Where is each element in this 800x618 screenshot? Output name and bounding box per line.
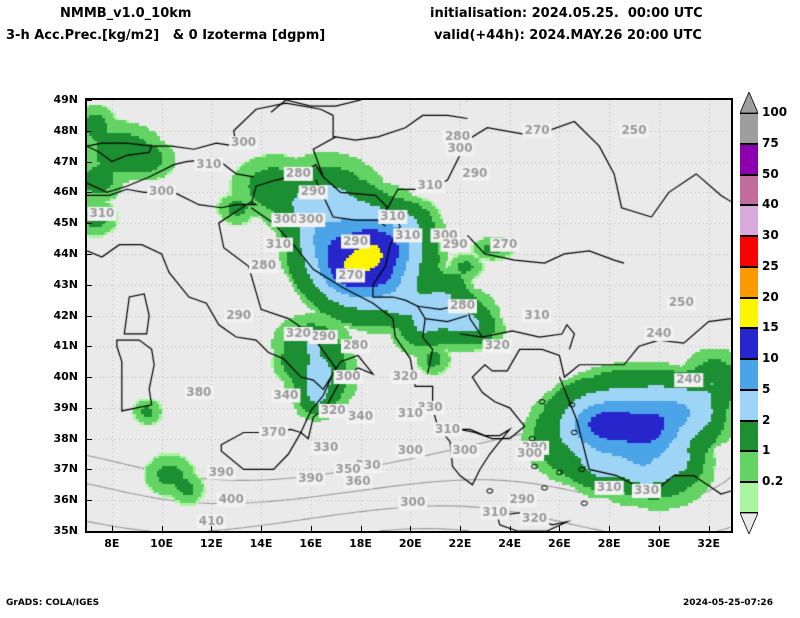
lon-tick <box>111 526 113 531</box>
lat-tick-label: 37N <box>53 462 78 476</box>
lon-tick <box>211 526 213 531</box>
colorbar-under-arrow-icon <box>740 513 758 534</box>
colorbar-band <box>740 205 758 237</box>
initialisation-time: initialisation: 2024.05.25. 00:00 UTC <box>430 6 703 21</box>
lon-tick <box>559 526 561 531</box>
lat-tick-label: 48N <box>53 123 78 137</box>
lat-tick-label: 36N <box>53 493 78 507</box>
lat-tick <box>87 130 92 132</box>
lon-tick <box>609 526 611 531</box>
colorbar-band <box>740 359 758 390</box>
weather-map-canvas <box>87 100 731 531</box>
colorbar-band <box>740 482 758 513</box>
colorbar-band <box>740 174 758 206</box>
lat-tick <box>87 469 92 471</box>
lon-tick-label: 30E <box>647 537 671 550</box>
valid-time: valid(+44h): 2024.MAY.26 20:00 UTC <box>434 28 702 43</box>
lat-tick-label: 39N <box>53 400 78 414</box>
lon-tick <box>410 526 412 531</box>
colorbar-tick-label: 10 <box>762 351 779 366</box>
lat-tick-label: 45N <box>53 216 78 230</box>
lon-tick <box>261 526 263 531</box>
lat-tick-label: 47N <box>53 154 78 168</box>
lon-tick-label: 18E <box>349 537 372 550</box>
field-description: 3-h Acc.Prec.[kg/m2] & 0 Izoterma [dgpm] <box>6 28 326 43</box>
lat-tick <box>87 438 92 440</box>
lon-tick-label: 8E <box>104 537 120 550</box>
colorbar-tick-label: 1 <box>762 443 771 458</box>
colorbar-band <box>740 266 758 298</box>
colorbar-tick-label: 2 <box>762 412 771 427</box>
colorbar-tick-label: 75 <box>762 135 779 150</box>
lon-tick-label: 10E <box>150 537 173 550</box>
map-plot-area[interactable] <box>85 98 733 533</box>
colorbar-band <box>740 113 758 144</box>
lat-tick <box>87 192 92 194</box>
lat-tick-label: 46N <box>53 185 78 199</box>
lon-tick <box>509 526 511 531</box>
lat-tick <box>87 531 92 532</box>
lat-tick-label: 44N <box>53 246 78 260</box>
grads-credit: GrADS: COLA/IGES <box>6 598 100 608</box>
precipitation-colorbar[interactable]: 0.2 1 2 5 10 15 20 25 30 40 50 75 100 <box>740 92 787 534</box>
colorbar-tick-label: 20 <box>762 289 779 304</box>
lat-tick <box>87 284 92 286</box>
colorbar-tick-label: 50 <box>762 166 779 181</box>
lon-tick-label: 12E <box>199 537 223 550</box>
lat-tick-label: 38N <box>53 431 78 445</box>
colorbar-tick-label: 100 <box>762 105 788 119</box>
lat-tick-label: 35N <box>53 524 78 537</box>
colorbar-band <box>740 143 758 175</box>
colorbar-band <box>740 451 758 483</box>
lon-tick <box>658 526 660 531</box>
lon-tick-label: 26E <box>548 537 571 550</box>
generated-stamp: 2024-05-25-07:26 <box>683 598 773 608</box>
colorbar-band <box>740 328 758 360</box>
lon-tick-label: 32E <box>697 537 721 550</box>
lat-tick-label: 43N <box>53 277 78 291</box>
lon-tick <box>708 526 710 531</box>
colorbar-over-arrow-icon <box>740 92 758 113</box>
colorbar-tick-label: 30 <box>762 228 779 243</box>
colorbar-band <box>740 389 758 421</box>
colorbar-tick-label: 15 <box>762 320 779 335</box>
lat-tick-label: 42N <box>53 308 78 322</box>
lat-tick <box>87 315 92 317</box>
lon-tick-label: 14E <box>249 537 273 550</box>
lon-tick <box>161 526 163 531</box>
model-title: NMMB_v1.0_10km <box>60 6 192 21</box>
colorbar-tick-label: 0.2 <box>762 474 784 489</box>
colorbar-band <box>740 297 758 329</box>
lon-tick-label: 22E <box>448 537 472 550</box>
colorbar-band <box>740 420 758 452</box>
lat-tick <box>87 407 92 409</box>
colorbar-tick-label: 40 <box>762 197 779 212</box>
lat-tick-label: 49N <box>53 93 78 106</box>
lat-tick <box>87 161 92 163</box>
lat-tick <box>87 500 92 502</box>
lon-tick-label: 24E <box>498 537 522 550</box>
lat-tick <box>87 253 92 255</box>
lon-tick-label: 16E <box>299 537 323 550</box>
lon-tick-label: 28E <box>597 537 621 550</box>
colorbar-tick-label: 25 <box>762 258 779 273</box>
lat-tick <box>87 100 92 101</box>
lon-tick <box>459 526 461 531</box>
lat-tick-label: 41N <box>53 339 78 353</box>
lat-tick <box>87 223 92 225</box>
lat-tick <box>87 346 92 348</box>
lon-tick <box>310 526 312 531</box>
colorbar-band <box>740 236 758 267</box>
lon-tick <box>360 526 362 531</box>
lat-tick-label: 40N <box>53 370 78 384</box>
lat-tick <box>87 377 92 379</box>
colorbar-tick-label: 5 <box>762 381 771 396</box>
lon-tick-label: 20E <box>398 537 422 550</box>
